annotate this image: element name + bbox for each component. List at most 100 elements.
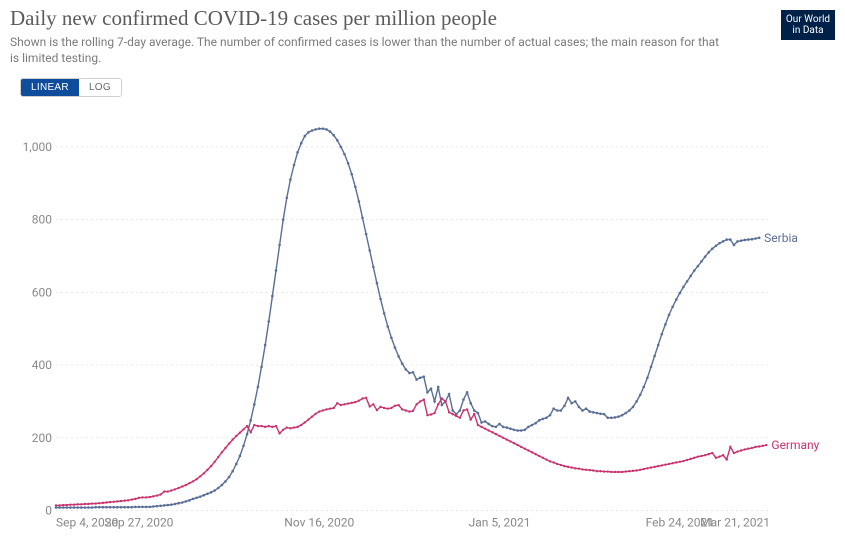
series-dot bbox=[661, 464, 663, 466]
series-dot bbox=[433, 400, 436, 403]
series-dot bbox=[156, 505, 159, 508]
series-dot bbox=[567, 466, 569, 468]
series-dot bbox=[596, 470, 598, 472]
series-dot bbox=[404, 368, 407, 371]
series-dot bbox=[145, 506, 148, 509]
series-dot bbox=[138, 506, 141, 509]
series-dot bbox=[689, 458, 691, 460]
series-dot bbox=[260, 366, 263, 369]
series-dot bbox=[408, 410, 410, 412]
series-dot bbox=[506, 438, 508, 440]
x-tick-label: Mar 21, 2021 bbox=[700, 516, 770, 530]
series-dot bbox=[405, 409, 407, 411]
series-dot bbox=[210, 465, 212, 467]
series-dot bbox=[758, 445, 760, 447]
scale-toggle: LINEAR LOG bbox=[20, 78, 122, 97]
series-dot bbox=[340, 404, 342, 406]
series-dot bbox=[224, 480, 227, 483]
series-dot bbox=[350, 402, 352, 404]
series-dot bbox=[675, 461, 677, 463]
series-dot bbox=[603, 470, 605, 472]
x-tick-label: Sep 27, 2020 bbox=[104, 516, 173, 530]
series-dot bbox=[285, 196, 288, 199]
series-dot bbox=[570, 402, 573, 405]
series-dot bbox=[401, 408, 403, 410]
series-dot bbox=[585, 469, 587, 471]
series-dot bbox=[524, 447, 526, 449]
series-dot bbox=[592, 411, 595, 414]
series-dot bbox=[581, 409, 584, 412]
series-dot bbox=[141, 506, 144, 509]
series-dot bbox=[762, 445, 764, 447]
series-dot bbox=[639, 394, 642, 397]
series-dot bbox=[185, 484, 187, 486]
series-dot bbox=[682, 460, 684, 462]
series-dot bbox=[563, 465, 565, 467]
series-dot bbox=[260, 425, 262, 427]
series-dot bbox=[754, 237, 757, 240]
series-dot bbox=[379, 298, 382, 301]
series-dot bbox=[744, 448, 746, 450]
series-dot bbox=[379, 406, 381, 408]
series-dot bbox=[419, 400, 421, 402]
series-dot bbox=[69, 506, 72, 509]
series-dot bbox=[733, 452, 735, 454]
series-dot bbox=[127, 499, 129, 501]
series-dot bbox=[152, 505, 155, 508]
series-dot bbox=[617, 415, 620, 418]
series-dot bbox=[715, 244, 718, 247]
series-dot bbox=[264, 344, 267, 347]
series-dot bbox=[653, 466, 655, 468]
series-dot bbox=[376, 282, 379, 285]
series-dot bbox=[383, 312, 386, 315]
series-dot bbox=[516, 444, 518, 446]
series-dot bbox=[199, 495, 202, 498]
series-dot bbox=[567, 396, 570, 399]
series-dot bbox=[661, 333, 664, 336]
series-dot bbox=[538, 455, 540, 457]
series-dot bbox=[664, 323, 667, 326]
series-dot bbox=[523, 428, 526, 431]
series-dot bbox=[293, 164, 296, 167]
series-dot bbox=[289, 178, 292, 181]
series-dot bbox=[545, 416, 548, 419]
series-dot bbox=[354, 186, 357, 189]
series-dot bbox=[76, 503, 78, 505]
chart-subtitle: Shown is the rolling 7-day average. The … bbox=[10, 35, 730, 66]
series-dot bbox=[87, 503, 89, 505]
series-dot bbox=[588, 410, 591, 413]
series-dot bbox=[134, 506, 137, 509]
series-dot bbox=[80, 506, 83, 509]
series-dot bbox=[459, 409, 462, 412]
series-dot bbox=[84, 506, 87, 509]
series-dot bbox=[300, 424, 302, 426]
log-button[interactable]: LOG bbox=[79, 79, 121, 96]
series-dot bbox=[570, 466, 572, 468]
series-dot bbox=[603, 413, 606, 416]
series-dot bbox=[372, 403, 374, 405]
series-dot bbox=[253, 403, 256, 406]
series-dot bbox=[671, 306, 674, 309]
linear-button[interactable]: LINEAR bbox=[21, 79, 79, 96]
series-dot bbox=[527, 449, 529, 451]
y-tick-label: 800 bbox=[32, 213, 52, 227]
series-dot bbox=[94, 506, 97, 509]
series-dot bbox=[487, 423, 490, 426]
series-dot bbox=[743, 239, 746, 242]
series-dot bbox=[397, 355, 400, 358]
series-dot bbox=[642, 386, 645, 389]
series-dot bbox=[246, 433, 249, 436]
series-dot bbox=[195, 478, 197, 480]
series-dot bbox=[87, 506, 90, 509]
series-dot bbox=[235, 435, 237, 437]
series-dot bbox=[625, 470, 627, 472]
x-tick-label: Nov 16, 2020 bbox=[284, 516, 354, 530]
series-dot bbox=[697, 265, 700, 268]
series-dot bbox=[484, 427, 486, 429]
series-dot bbox=[751, 447, 753, 449]
series-dot bbox=[221, 484, 224, 487]
series-dot bbox=[304, 135, 307, 138]
series-dot bbox=[632, 406, 635, 409]
series-dot bbox=[94, 502, 96, 504]
series-dot bbox=[217, 487, 220, 490]
